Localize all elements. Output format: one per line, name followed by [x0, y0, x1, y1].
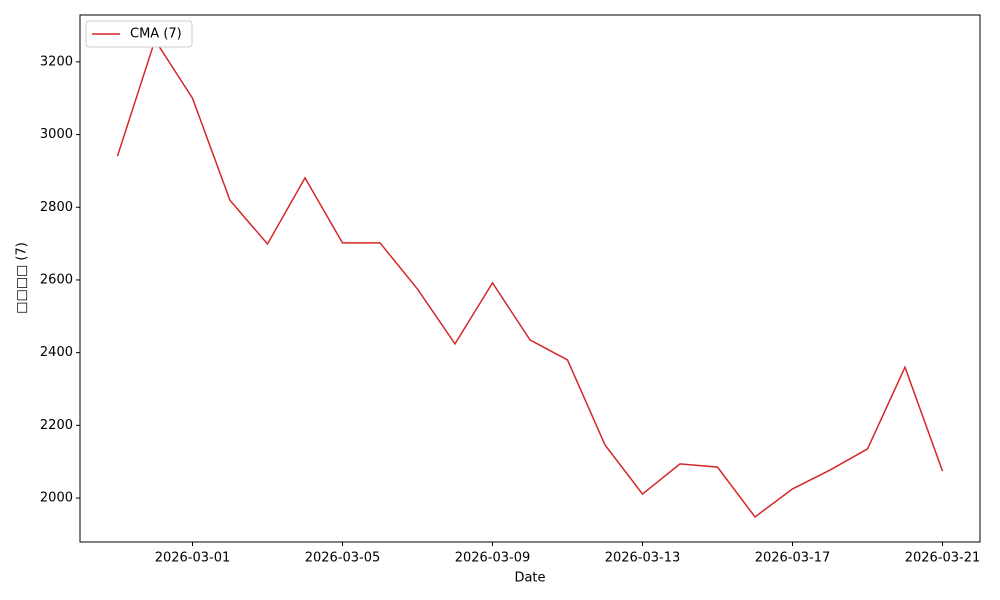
- y-tick-label: 2800: [40, 200, 73, 215]
- x-axis-label: Date: [514, 571, 545, 586]
- y-tick-label: 3200: [40, 54, 73, 69]
- x-tick-label: 2026-03-13: [605, 551, 681, 566]
- line: [116, 38, 944, 518]
- y-tick-label: 2000: [40, 491, 73, 506]
- axes-frame: [79, 14, 981, 543]
- legend-label: CMA (7): [130, 27, 182, 42]
- y-tick-label: 3000: [40, 127, 73, 142]
- legend-box: [85, 20, 193, 48]
- x-tick-label: 2026-03-05: [305, 551, 381, 566]
- x-tick-label: 2026-03-21: [905, 551, 981, 566]
- x-tick-label: 2026-03-01: [155, 551, 231, 566]
- x-tick-label: 2026-03-09: [455, 551, 531, 566]
- y-tick-label: 2400: [40, 345, 73, 360]
- x-tick-label: 2026-03-17: [755, 551, 831, 566]
- y-tick-label: 2600: [40, 272, 73, 287]
- y-axis-label: □□□□ (7): [15, 242, 30, 314]
- y-tick-label: 2200: [40, 418, 73, 433]
